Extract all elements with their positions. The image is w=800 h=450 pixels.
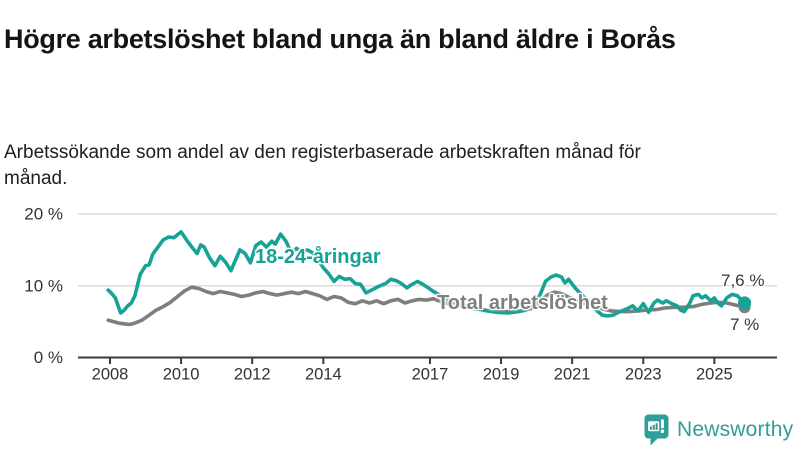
chart-title: Högre arbetslöshet bland unga än bland ä… [4,24,676,55]
series-label-total: Total arbetslöshet [437,292,608,314]
x-axis-label-2008: 2008 [92,366,129,384]
newsworthy-logo: Newsworthy [644,414,793,446]
newsworthy-wordmark: Newsworthy [677,418,794,441]
series-line-total [106,285,747,327]
x-axis-label-2010: 2010 [163,366,200,384]
y-axis-label-20: 20 % [24,205,63,224]
end-value-label-18-24: 7,6 % [721,271,765,290]
newsworthy-bubble-chart-icon [644,414,669,446]
x-axis-label-2014: 2014 [305,366,342,384]
x-axis-label-2021: 2021 [554,366,591,384]
end-dot-18-24 [737,296,752,310]
x-axis-label-2012: 2012 [234,366,271,384]
y-axis-label-10: 10 % [24,276,63,295]
chart-subtitle: Arbetssökande som andel av den registerb… [4,142,641,190]
end-value-label-total: 7 % [730,315,760,334]
series-label-18-24: 18-24-åringar [255,246,381,268]
x-axis-label-2019: 2019 [483,366,520,384]
x-axis-label-2017: 2017 [412,366,449,384]
y-axis-label-0: 0 % [34,348,63,367]
x-axis-label-2025: 2025 [696,366,733,384]
series-line-18-24 [106,230,747,318]
x-axis-label-2023: 2023 [625,366,662,384]
